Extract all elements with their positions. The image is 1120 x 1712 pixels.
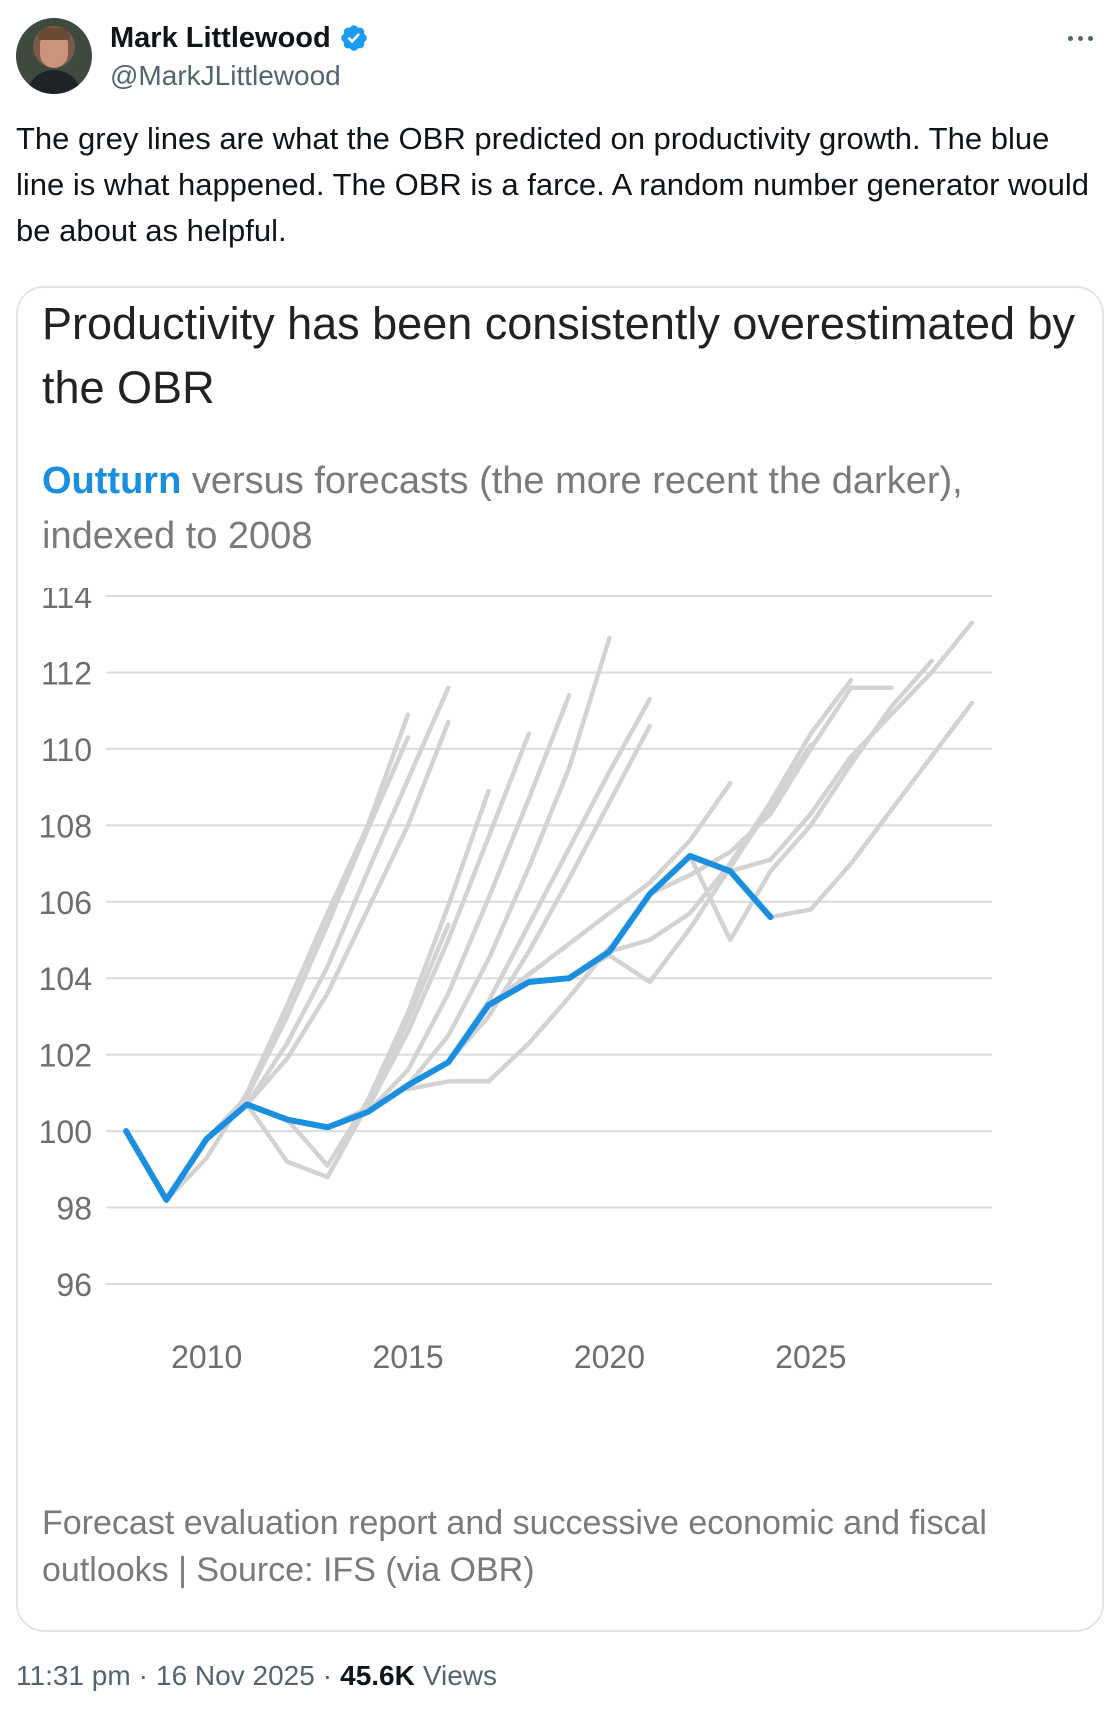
- productivity-chart: 96 98 100 102 104 106 108 110 112 114 2010 2015 2020…: [39, 588, 992, 1375]
- y-tick-label-96: 96: [56, 1267, 92, 1303]
- chart-subtitle-rest: versus forecasts (the more recent the da…: [42, 460, 963, 557]
- tweet-date[interactable]: 16 Nov 2025: [156, 1660, 315, 1691]
- forecast-line-forecast-2018: [486, 781, 733, 1008]
- y-tick-label-112: 112: [41, 655, 92, 691]
- author-name[interactable]: Mark Littlewood: [110, 21, 331, 54]
- chart-subtitle: Outturn versus forecasts (the more recen…: [42, 454, 1082, 564]
- x-tick-label-2015: 2015: [372, 1339, 443, 1375]
- y-tick-label-106: 106: [39, 885, 92, 921]
- x-tick-label-2020: 2020: [574, 1339, 645, 1375]
- author-name-row: Mark Littlewood: [110, 20, 369, 56]
- x-tick-label-2025: 2025: [775, 1339, 846, 1375]
- forecast-line-forecast-2016a: [446, 723, 652, 1065]
- author-handle[interactable]: @MarkJLittlewood: [110, 60, 341, 91]
- y-tick-label-102: 102: [39, 1038, 92, 1074]
- meta-separator: ·: [322, 1660, 333, 1691]
- forecast-line-forecast-2020: [607, 677, 854, 954]
- tweet-header: Mark Littlewood @MarkJLittlewood: [16, 16, 1106, 100]
- y-tick-label-100: 100: [39, 1114, 92, 1150]
- y-tick-label-110: 110: [41, 732, 92, 768]
- chart-footer: Forecast evaluation report and successiv…: [42, 1504, 987, 1589]
- chart-subtitle-highlight: Outturn: [42, 460, 182, 502]
- forecast-line-forecast-2009: [164, 712, 411, 1203]
- media-card[interactable]: Productivity has been consistently overe…: [16, 286, 1104, 1632]
- y-tick-label-104: 104: [39, 961, 92, 997]
- avatar[interactable]: [16, 18, 92, 94]
- avatar-hair: [38, 28, 70, 40]
- views-count: 45.6K: [340, 1660, 415, 1691]
- more-dot: [1087, 35, 1093, 41]
- tweet-text: The grey lines are what the OBR predicte…: [16, 121, 1089, 248]
- forecast-line-forecast-2015: [405, 635, 612, 1088]
- avatar-shoulders: [26, 70, 82, 94]
- y-tick-label-108: 108: [39, 808, 92, 844]
- forecast-line-forecast-2024: [768, 700, 975, 920]
- forecast-line-forecast-2014: [365, 693, 572, 1115]
- forecast-line-forecast-2016b: [446, 696, 652, 1065]
- tweet-meta: 11:31 pm · 16 Nov 2025 · 45.6K Views: [16, 1660, 497, 1692]
- meta-separator: ·: [138, 1660, 148, 1691]
- verified-badge-icon[interactable]: [339, 23, 369, 53]
- chart-title: Productivity has been consistently overe…: [42, 298, 1076, 413]
- more-dot: [1067, 35, 1073, 41]
- tweet-time[interactable]: 11:31 pm: [16, 1660, 131, 1691]
- views-label: Views: [422, 1660, 498, 1691]
- forecast-line-forecast-2012b: [284, 788, 491, 1168]
- forecast-line-forecast-2021: [647, 685, 894, 897]
- forecast-line-forecast-2023: [727, 620, 975, 874]
- outturn-line: [123, 852, 774, 1203]
- y-tick-label-114: 114: [41, 588, 92, 615]
- forecast-line-forecast-2012a: [244, 922, 451, 1180]
- y-tick-label-98: 98: [56, 1191, 92, 1227]
- forecast-line-forecast-2022: [687, 658, 934, 943]
- forecast-line-forecast-2010a: [204, 735, 411, 1142]
- more-options-icon[interactable]: [1058, 24, 1102, 52]
- x-tick-label-2010: 2010: [171, 1339, 242, 1375]
- forecast-line-forecast-2017: [405, 945, 612, 1092]
- forecast-line-forecast-2011: [244, 719, 451, 1107]
- more-dot: [1077, 35, 1083, 41]
